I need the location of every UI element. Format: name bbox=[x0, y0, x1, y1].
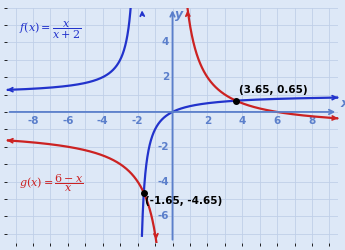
Text: -2: -2 bbox=[132, 116, 144, 126]
Text: x: x bbox=[341, 97, 345, 110]
Text: 8: 8 bbox=[308, 116, 316, 126]
Text: (-1.65, -4.65): (-1.65, -4.65) bbox=[146, 196, 223, 206]
Text: y: y bbox=[175, 8, 183, 21]
Text: -8: -8 bbox=[27, 116, 39, 126]
Text: -4: -4 bbox=[97, 116, 109, 126]
Text: 4: 4 bbox=[238, 116, 246, 126]
Text: 2: 2 bbox=[162, 72, 169, 82]
Text: 6: 6 bbox=[274, 116, 281, 126]
Text: -6: -6 bbox=[62, 116, 74, 126]
Text: -6: -6 bbox=[158, 212, 169, 222]
Text: -2: -2 bbox=[158, 142, 169, 152]
Text: -4: -4 bbox=[157, 176, 169, 186]
Text: 2: 2 bbox=[204, 116, 211, 126]
Text: 4: 4 bbox=[162, 37, 169, 47]
Text: $\mathit{g}(\mathit{x})=\dfrac{6-\mathit{x}}{\mathit{x}}$: $\mathit{g}(\mathit{x})=\dfrac{6-\mathit… bbox=[19, 173, 83, 194]
Text: $\mathit{f}(\mathit{x})=\dfrac{\mathit{x}}{\mathit{x}+2}$: $\mathit{f}(\mathit{x})=\dfrac{\mathit{x… bbox=[19, 20, 81, 41]
Text: (3.65, 0.65): (3.65, 0.65) bbox=[239, 84, 307, 94]
